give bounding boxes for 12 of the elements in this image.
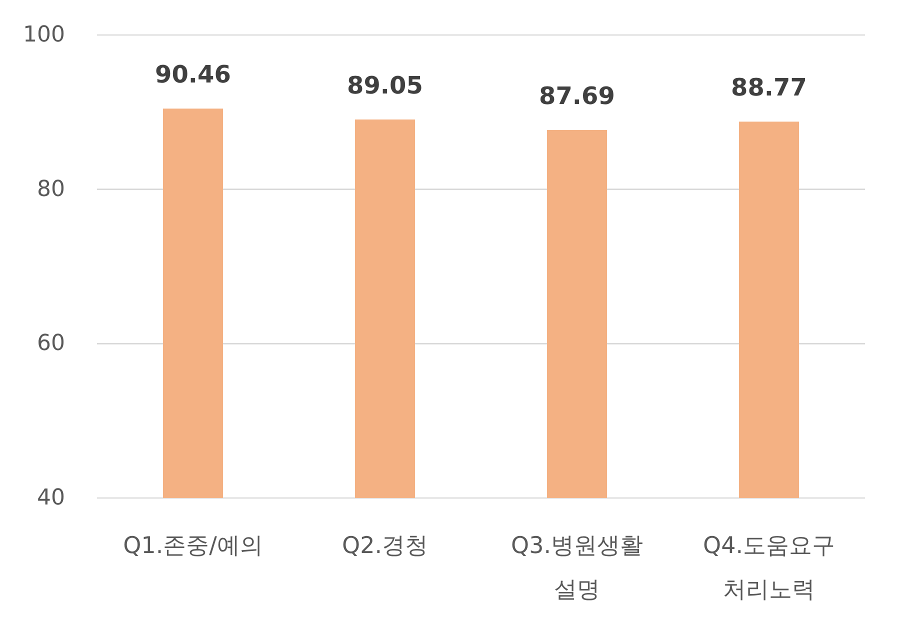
data-label: 88.77 [731, 74, 807, 102]
y-tick-label: 80 [37, 176, 65, 202]
x-tick-label: Q4.도움요구 처리노력 [702, 533, 836, 603]
data-label: 90.46 [155, 60, 231, 89]
y-tick-label: 60 [37, 331, 65, 356]
y-tick-label: 40 [37, 486, 65, 510]
x-tick-label: Q2.경청 [342, 533, 428, 559]
x-tick-label: Q1.존중/예의 [123, 533, 263, 559]
x-tick-label: Q3.병원생활 설명 [510, 533, 644, 603]
y-tick-label: 100 [23, 22, 65, 48]
data-label: 89.05 [347, 71, 423, 100]
data-label: 87.69 [539, 82, 615, 110]
